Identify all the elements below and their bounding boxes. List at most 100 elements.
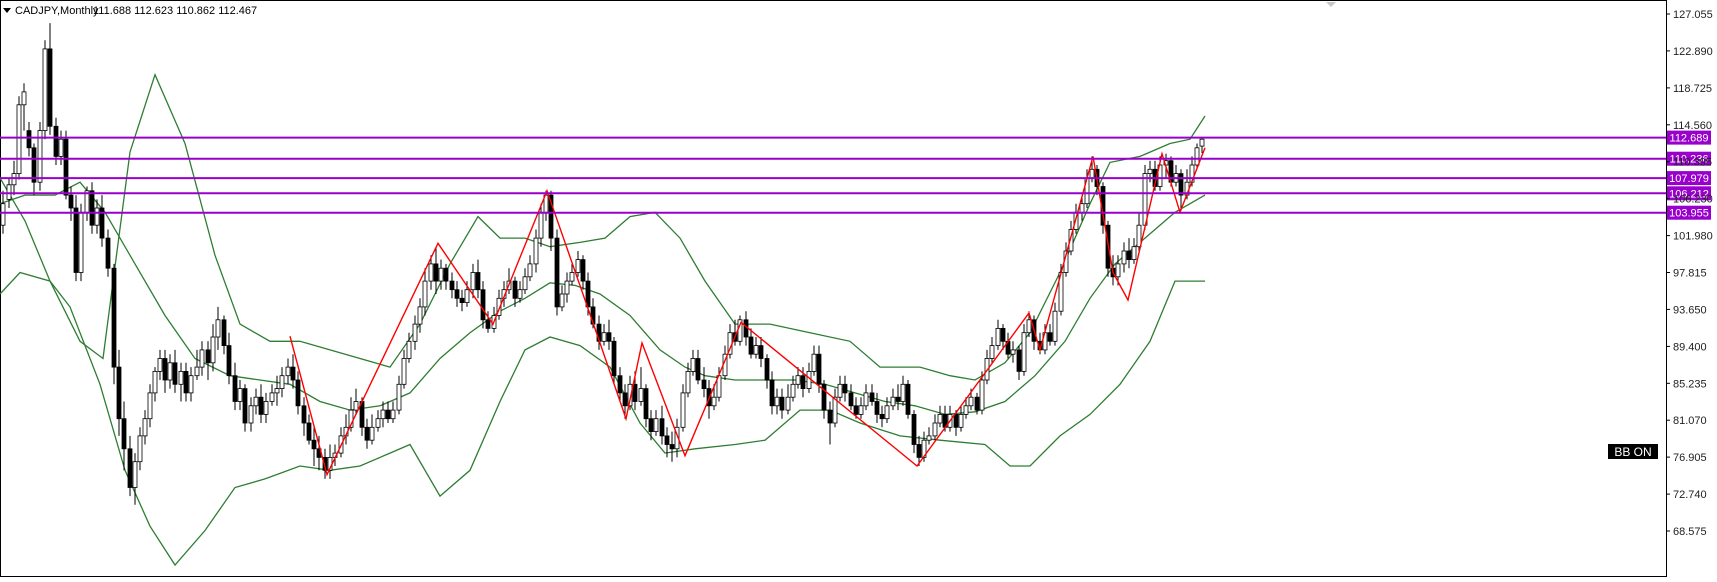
- level-price-tag: [1667, 186, 1711, 201]
- candle-bear: [232, 375, 238, 402]
- candle-bear: [290, 366, 296, 381]
- candle-bull: [157, 358, 163, 372]
- level-price-label: 103.955: [1669, 208, 1709, 220]
- shift-marker-icon[interactable]: [1326, 2, 1336, 7]
- level-price-label: 110.236: [1670, 154, 1709, 166]
- bb-badge-label[interactable]: BB ON: [1614, 445, 1651, 459]
- candle-bear: [617, 375, 623, 394]
- candle-bull: [422, 280, 428, 308]
- candle-bull: [210, 336, 216, 364]
- candle-bull: [638, 388, 644, 402]
- horizontal-levels[interactable]: 112.689 110.236 107.979 106.212 103.955: [0, 130, 1711, 220]
- candle-bull: [711, 396, 717, 407]
- candle-bull: [1121, 250, 1127, 265]
- candle-bear: [842, 383, 848, 394]
- candle-bull: [152, 370, 158, 394]
- candle-bull: [932, 422, 938, 437]
- candle-bull: [58, 138, 64, 157]
- candle-bull: [1194, 147, 1200, 166]
- candle-bull: [890, 396, 896, 407]
- candle-bull: [188, 375, 194, 394]
- candle-bear: [869, 392, 875, 402]
- candle-bear: [611, 340, 617, 377]
- candle-bull: [517, 289, 523, 299]
- candle-bull: [348, 409, 354, 428]
- candle-bull: [559, 293, 565, 308]
- candle-bear: [295, 379, 301, 407]
- candle-bear: [879, 413, 885, 420]
- bollinger-lower-band: [0, 271, 1205, 567]
- candle-bear: [221, 319, 227, 346]
- level-price-tag: [1667, 171, 1711, 186]
- price-tick-label: 118.725: [1673, 83, 1712, 95]
- level-price-label: 107.979: [1669, 173, 1709, 185]
- candle-bear: [821, 383, 827, 411]
- candle-bull: [353, 401, 359, 411]
- candle-bear: [454, 289, 460, 299]
- price-tick-label: 101.980: [1673, 231, 1713, 243]
- candle-bull: [369, 426, 375, 441]
- candle-bear: [874, 401, 880, 415]
- candle-bull: [1115, 263, 1121, 278]
- candle-bear: [385, 409, 391, 420]
- candle-bull: [774, 396, 780, 407]
- price-tick-label: 122.890: [1673, 46, 1713, 58]
- candle-bear: [459, 297, 465, 303]
- candle-bull: [412, 323, 418, 342]
- candle-bull: [1142, 173, 1148, 226]
- candle-bull: [1026, 319, 1032, 334]
- candle-bull: [137, 435, 143, 463]
- candle-bull: [538, 211, 544, 239]
- candle-bear: [205, 349, 211, 364]
- candle-bull: [375, 418, 381, 428]
- candle-bear: [748, 336, 754, 355]
- candle-bear: [89, 190, 95, 226]
- candle-bear: [816, 353, 822, 385]
- candle-bull: [680, 392, 686, 428]
- candle-bear: [848, 392, 854, 407]
- candle-bull: [390, 409, 396, 420]
- candle-bear: [659, 418, 665, 437]
- bb-on-badge[interactable]: BB ON: [1608, 444, 1658, 459]
- candle-bear: [116, 366, 122, 420]
- candle-bear: [648, 418, 654, 433]
- candle-bull: [1136, 224, 1142, 248]
- candle-bear: [548, 194, 554, 239]
- candle-bull: [811, 353, 817, 372]
- candle-bear: [643, 388, 649, 420]
- candle-bear: [622, 392, 628, 407]
- candle-bear: [443, 267, 449, 282]
- candle-bull: [78, 211, 84, 273]
- candle-bull: [564, 280, 570, 295]
- candle-bull: [753, 345, 759, 355]
- candle-bear: [669, 444, 675, 450]
- candle-bull: [1010, 349, 1016, 355]
- candle-bull: [533, 237, 539, 265]
- price-tick-label: 106.230: [1673, 194, 1713, 206]
- candle-bull: [884, 405, 890, 420]
- candle-bull: [690, 358, 696, 372]
- level-price-label: 112.689: [1670, 133, 1709, 145]
- candle-bear: [475, 272, 481, 291]
- candle-bull: [16, 104, 22, 175]
- candle-bear: [758, 345, 764, 359]
- candle-bull: [42, 48, 48, 131]
- candle-bull: [832, 396, 838, 424]
- candle-bear: [311, 439, 317, 450]
- candle-bear: [242, 388, 248, 424]
- price-tick-label: 97.815: [1673, 268, 1707, 280]
- candle-bull: [215, 319, 221, 338]
- candle-bear: [905, 383, 911, 415]
- candle-bear: [73, 207, 79, 273]
- candle-bear: [827, 409, 833, 424]
- candle-bull: [401, 358, 407, 385]
- chart-menu-triangle-icon[interactable]: [3, 8, 11, 13]
- candle-bear: [606, 332, 612, 342]
- candle-bear: [853, 405, 859, 415]
- candle-bull: [1147, 168, 1153, 175]
- candle-bear: [105, 237, 111, 269]
- candle-bull: [1021, 332, 1027, 372]
- candle-bull: [438, 267, 444, 282]
